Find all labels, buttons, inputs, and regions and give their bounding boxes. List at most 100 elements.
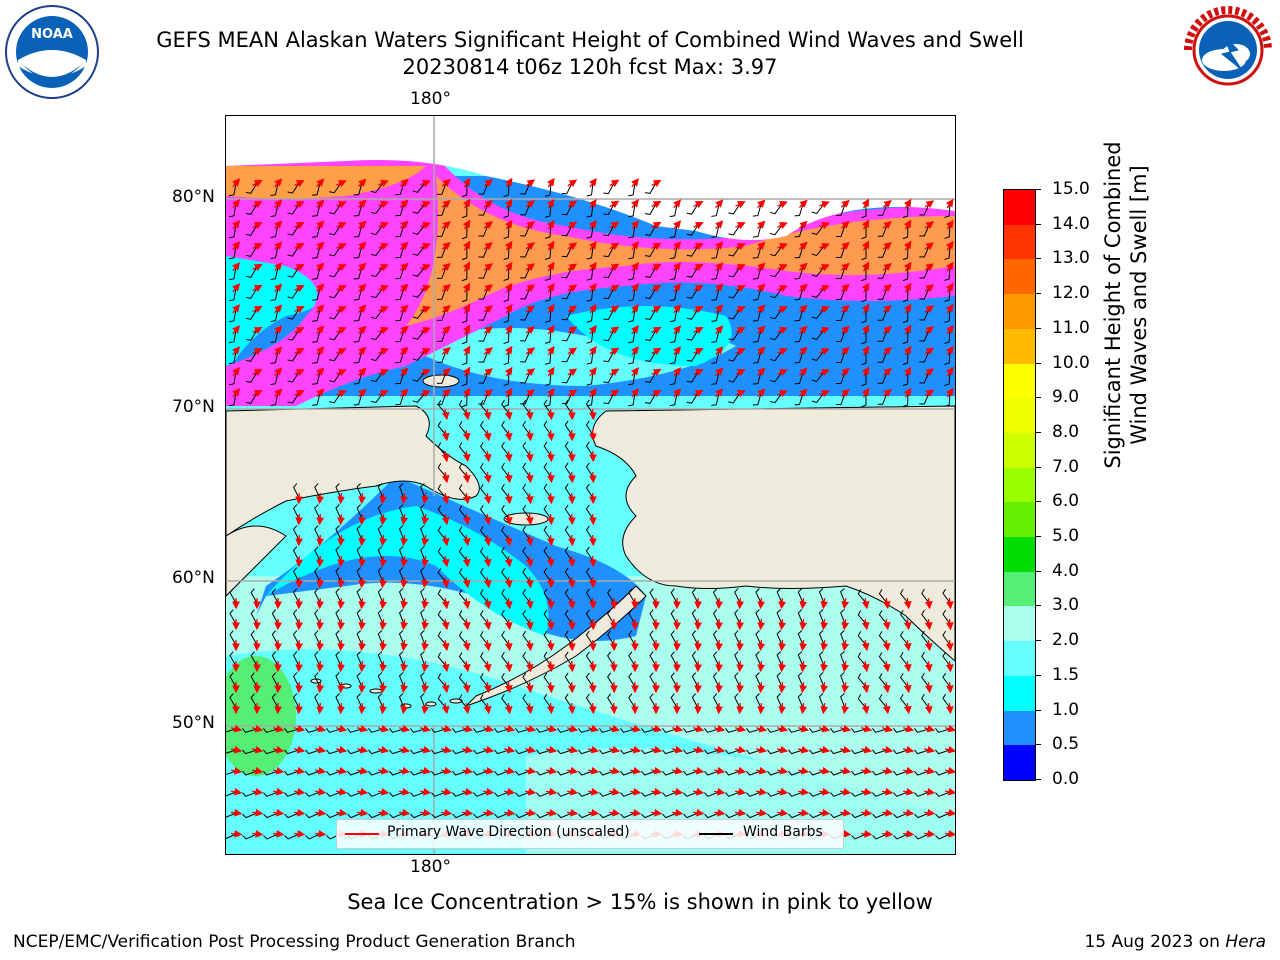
wave-direction-arrow	[819, 368, 830, 377]
wind-barb	[305, 770, 321, 776]
wave-direction-arrow	[379, 513, 388, 526]
wave-direction-arrow	[378, 347, 389, 356]
wind-barb	[641, 770, 657, 776]
wave-direction-arrow	[798, 283, 808, 292]
wind-barb	[628, 651, 636, 667]
wind-barb	[902, 224, 909, 240]
wind-barb	[503, 182, 510, 198]
wind-barb	[335, 630, 342, 646]
wind-barb	[431, 812, 447, 819]
wind-barb	[503, 287, 510, 303]
wave-direction-arrow	[715, 660, 723, 673]
wind-barb	[641, 749, 657, 755]
wave-direction-arrow	[252, 242, 263, 251]
wave-direction-arrow	[441, 513, 450, 526]
wave-direction-arrow	[316, 555, 324, 568]
colorbar-segment	[1004, 190, 1035, 225]
wave-direction-arrow	[861, 219, 870, 230]
wind-barb	[228, 392, 237, 407]
colorbar-tick-mark	[1035, 223, 1041, 225]
wind-barb	[755, 588, 762, 604]
wave-direction-arrow	[903, 345, 912, 356]
wave-direction-arrow	[421, 660, 430, 673]
wave-direction-arrow	[757, 241, 766, 250]
wind-barb	[767, 749, 783, 755]
wind-barb	[503, 371, 510, 387]
wave-direction-arrow	[882, 305, 892, 313]
wave-direction-arrow	[378, 263, 389, 272]
colorbar-tick-mark	[1035, 466, 1041, 468]
wave-direction-arrow	[316, 304, 325, 314]
wind-barb	[557, 728, 573, 733]
wind-barb	[620, 770, 636, 776]
wave-direction-arrow	[400, 660, 409, 673]
wind-barb	[314, 693, 321, 709]
wave-direction-arrow	[461, 745, 474, 754]
wave-direction-arrow	[882, 242, 892, 250]
wave-direction-arrow	[399, 346, 409, 355]
wind-barb	[335, 504, 342, 520]
lat-label-70: 70°N	[172, 397, 215, 417]
colorbar-tick-label: 5.0	[1052, 526, 1080, 547]
wind-barb	[902, 371, 909, 387]
wind-barb	[586, 245, 594, 260]
wind-barb	[818, 672, 825, 688]
wind-barb	[458, 442, 468, 457]
wind-barb	[641, 728, 657, 733]
wind-barb	[356, 504, 363, 520]
wind-barb	[670, 588, 678, 604]
colorbar-tick-mark	[1035, 536, 1041, 538]
colorbar-segment	[1004, 467, 1035, 503]
wave-direction-arrow	[441, 178, 451, 187]
wave-direction-arrow	[336, 285, 347, 293]
wave-direction-arrow	[504, 387, 513, 398]
wind-barb	[250, 651, 258, 667]
wind-barb	[564, 420, 573, 436]
wind-barb	[585, 525, 594, 541]
wave-direction-arrow	[609, 242, 620, 251]
wind-barb	[543, 588, 552, 604]
wind-barb	[564, 651, 573, 667]
wave-direction-arrow	[316, 702, 324, 715]
wind-barb	[712, 693, 720, 709]
wind-barb	[437, 484, 447, 499]
wave-direction-arrow	[757, 702, 766, 715]
wave-direction-arrow	[232, 346, 241, 356]
wind-barb	[585, 672, 594, 688]
wave-direction-arrow	[462, 345, 471, 356]
wind-barb	[437, 421, 447, 436]
wave-direction-arrow	[358, 618, 367, 631]
wind-barb	[914, 833, 930, 840]
wave-direction-arrow	[316, 283, 325, 293]
wind-barb	[270, 287, 279, 302]
wind-barb	[501, 672, 510, 688]
wave-direction-arrow	[274, 220, 283, 230]
wind-barb	[270, 392, 279, 407]
wave-direction-arrow	[589, 597, 597, 610]
wave-direction-arrow	[462, 639, 471, 652]
wave-direction-arrow	[882, 347, 892, 355]
wave-direction-arrow	[462, 576, 471, 589]
wave-direction-arrow	[525, 179, 536, 188]
wind-barb	[683, 791, 699, 797]
wave-direction-arrow	[945, 366, 954, 377]
wind-barb	[420, 693, 426, 709]
wind-barb	[461, 308, 468, 324]
wind-barb	[585, 567, 594, 583]
wind-barb	[398, 567, 405, 583]
wave-direction-arrow	[462, 261, 471, 272]
wave-direction-arrow	[316, 513, 324, 526]
wave-direction-arrow	[419, 724, 432, 733]
wind-barb	[503, 350, 510, 366]
wind-barb	[312, 224, 321, 238]
wave-direction-arrow	[378, 200, 389, 209]
wind-barb	[312, 266, 321, 280]
wind-barb	[586, 203, 594, 218]
wave-direction-arrow	[441, 450, 450, 463]
wave-direction-arrow	[546, 282, 555, 293]
wave-direction-arrow	[841, 639, 850, 652]
wave-direction-arrow	[671, 745, 684, 754]
wave-direction-arrow	[839, 724, 852, 733]
wind-barb	[746, 812, 762, 819]
wave-direction-arrow	[777, 264, 788, 272]
